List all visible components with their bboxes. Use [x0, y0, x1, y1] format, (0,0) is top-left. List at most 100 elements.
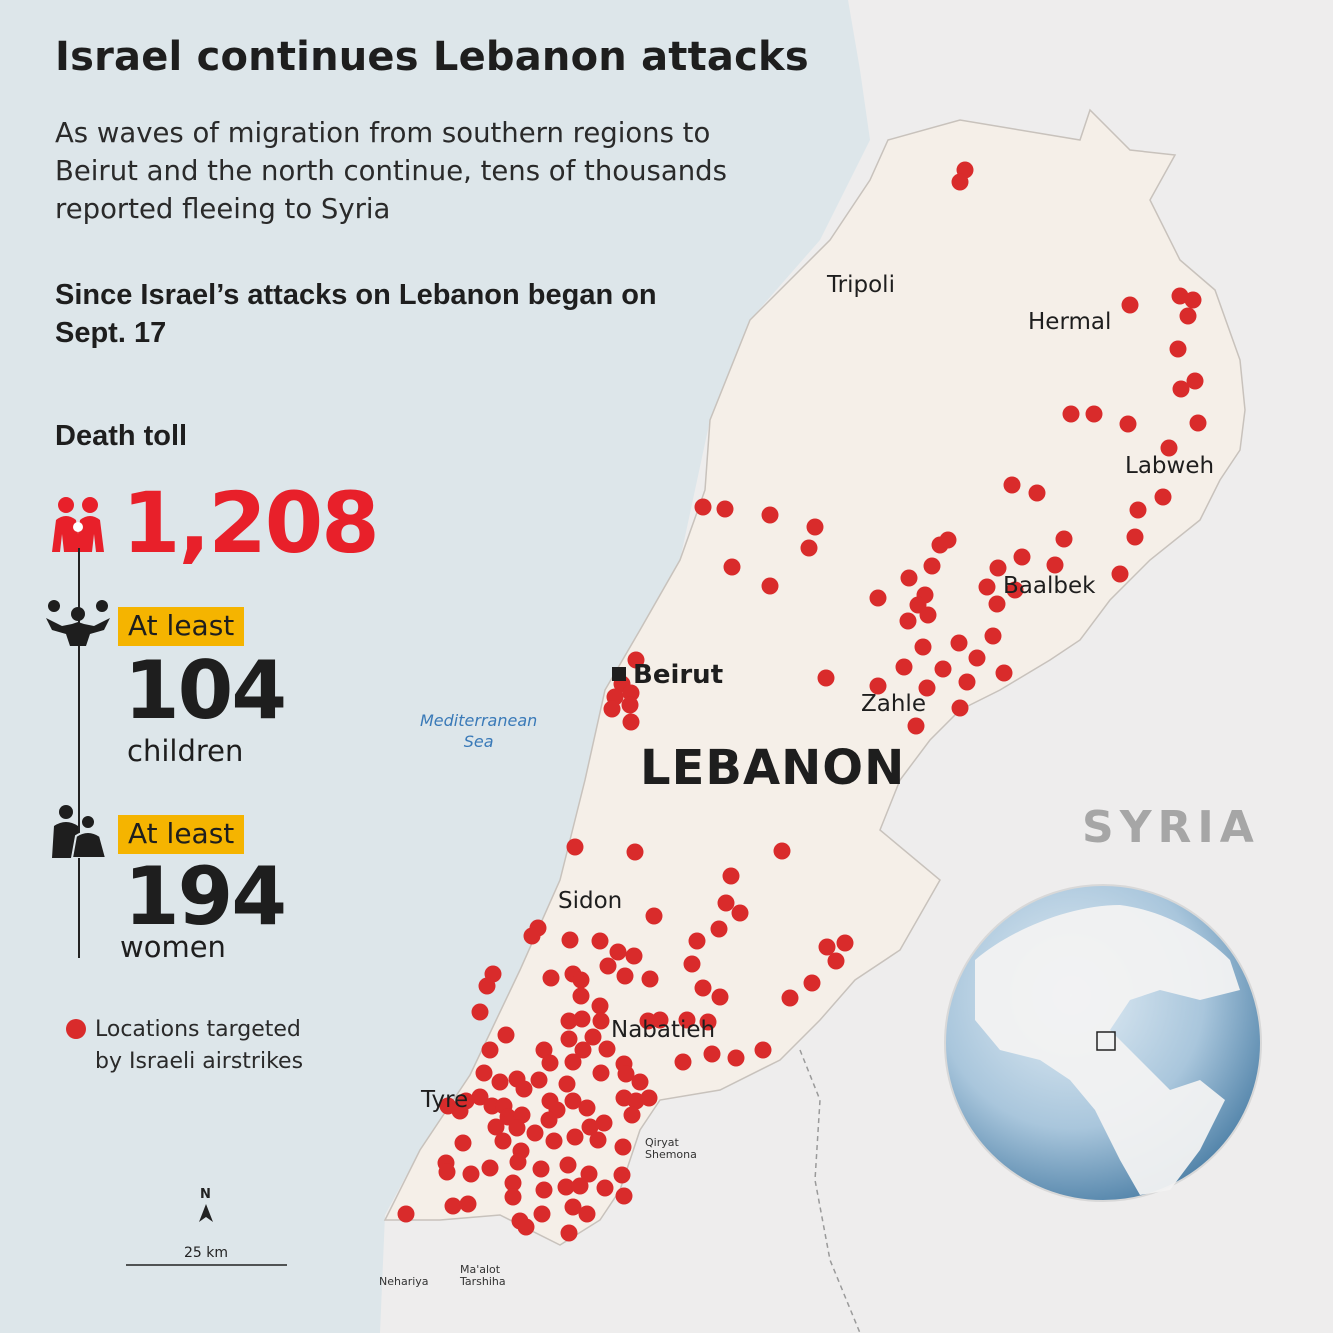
strike-marker: [951, 699, 969, 717]
strike-marker: [827, 952, 845, 970]
city-beirut: Beirut: [633, 660, 724, 690]
strike-marker: [1169, 340, 1187, 358]
women-badge: At least: [118, 815, 245, 854]
strike-marker: [627, 1092, 645, 1110]
globe-locator-box: [1096, 1031, 1116, 1051]
strike-marker: [678, 1011, 696, 1029]
strike-marker: [451, 1102, 469, 1120]
strike-marker: [591, 932, 609, 950]
strike-marker: [683, 955, 701, 973]
strike-marker: [584, 1028, 602, 1046]
north-label: N: [200, 1187, 211, 1202]
strike-marker: [462, 1165, 480, 1183]
strike-marker: [494, 1132, 512, 1150]
strike-marker: [540, 1111, 558, 1129]
strike-marker: [613, 1166, 631, 1184]
country-label-lebanon: LEBANON: [640, 740, 906, 796]
women-icon: [52, 805, 108, 858]
strike-marker: [444, 1197, 462, 1215]
strike-marker: [533, 1205, 551, 1223]
strike-marker: [557, 1178, 575, 1196]
strike-marker: [761, 577, 779, 595]
strike-marker: [483, 1097, 501, 1115]
strike-marker: [869, 677, 887, 695]
city-hermal: Hermal: [1028, 309, 1112, 335]
strike-marker: [1126, 528, 1144, 546]
strike-marker: [560, 1030, 578, 1048]
timeline-line: [78, 548, 80, 958]
strike-marker: [716, 500, 734, 518]
strike-marker: [727, 1049, 745, 1067]
city-zahle: Zahle: [861, 691, 926, 717]
strike-marker: [574, 1041, 592, 1059]
town-maalot-tarshiha: Ma'alot Tarshiha: [460, 1264, 506, 1288]
town-qiryat-line2: Shemona: [645, 1148, 697, 1161]
legend-strike-icon: [66, 1019, 86, 1039]
strike-marker: [1172, 380, 1190, 398]
strike-marker: [806, 518, 824, 536]
town-maalot-line2: Tarshiha: [460, 1275, 506, 1288]
north-arrow-icon: [199, 1204, 213, 1222]
women-value: 194: [124, 850, 287, 943]
strike-marker: [615, 1187, 633, 1205]
beirut-marker: [612, 667, 626, 681]
strike-marker: [578, 1099, 596, 1117]
strike-marker: [836, 934, 854, 952]
strike-marker: [603, 700, 621, 718]
strike-marker: [919, 606, 937, 624]
strike-marker: [578, 1205, 596, 1223]
strike-marker: [1055, 530, 1073, 548]
strike-marker: [598, 1040, 616, 1058]
strike-marker: [968, 649, 986, 667]
city-tripoli: Tripoli: [827, 272, 895, 298]
strike-marker: [907, 717, 925, 735]
strike-marker: [513, 1106, 531, 1124]
children-value: 104: [124, 644, 287, 737]
scale-label: 25 km: [184, 1245, 229, 1261]
strike-marker: [1111, 565, 1129, 583]
strike-marker: [530, 1071, 548, 1089]
strike-marker: [471, 1088, 489, 1106]
strike-marker: [1028, 484, 1046, 502]
women-label: women: [120, 930, 226, 964]
city-tyre: Tyre: [421, 1087, 469, 1113]
legend-text: Locations targeted by Israeli airstrikes: [95, 1014, 303, 1078]
town-qiryat-shemona: Qiryat Shemona: [645, 1137, 697, 1161]
strike-marker: [592, 1012, 610, 1030]
strike-marker: [599, 957, 617, 975]
strike-marker: [559, 1156, 577, 1174]
death-toll-label: Death toll: [55, 420, 188, 452]
death-toll-value: 1,208: [122, 474, 380, 572]
strike-marker: [491, 1073, 509, 1091]
strike-marker: [1013, 548, 1031, 566]
strike-marker: [984, 627, 1002, 645]
strike-marker: [504, 1174, 522, 1192]
strike-marker: [595, 1114, 613, 1132]
sea-label-line1: Mediterranean: [420, 711, 538, 730]
strike-marker: [800, 539, 818, 557]
strike-marker: [918, 679, 936, 697]
strike-marker: [773, 842, 791, 860]
strike-marker: [616, 967, 634, 985]
strike-marker: [564, 1198, 582, 1216]
legend-line-1: Locations targeted: [95, 1017, 301, 1042]
strike-marker: [1184, 291, 1202, 309]
strike-marker: [481, 1041, 499, 1059]
strike-marker: [900, 569, 918, 587]
strike-marker: [564, 1092, 582, 1110]
strike-marker: [988, 595, 1006, 613]
children-badge: At least: [118, 607, 245, 646]
family-icon: [52, 497, 104, 552]
city-nabatieh: Nabatieh: [611, 1017, 716, 1043]
strike-marker: [541, 1054, 559, 1072]
strike-marker: [571, 1177, 589, 1195]
locator-globe: [944, 884, 1262, 1202]
strike-marker: [674, 1053, 692, 1071]
sea-label: Mediterranean Sea: [420, 710, 537, 752]
strike-marker: [622, 713, 640, 731]
strike-marker: [481, 1159, 499, 1177]
strike-marker: [592, 1064, 610, 1082]
strike-marker: [754, 1041, 772, 1059]
strike-marker: [1121, 296, 1139, 314]
